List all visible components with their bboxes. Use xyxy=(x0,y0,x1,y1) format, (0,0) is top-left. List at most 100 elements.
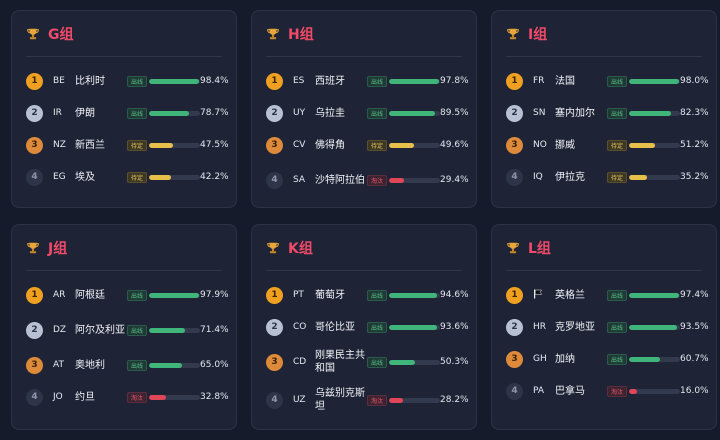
rank-badge: 4 xyxy=(26,388,43,406)
probability-fill xyxy=(629,388,638,394)
probability-percent: 71.4% xyxy=(200,325,229,335)
team-name: 乌拉圭 xyxy=(315,107,345,119)
team-row[interactable]: 3 NZ 新西兰 待定 47.5% xyxy=(26,129,229,161)
team-row[interactable]: 1 BE 比利时 出线 98.4% xyxy=(26,65,229,97)
team-code: NZ xyxy=(53,140,66,150)
team-row[interactable]: 1 英格兰 出线 97.4% xyxy=(506,279,709,311)
probability-percent: 97.9% xyxy=(200,290,229,300)
team-row[interactable]: 1 PT 葡萄牙 出线 94.6% xyxy=(266,279,469,311)
group-title: K组 xyxy=(288,240,313,257)
trophy-icon xyxy=(267,242,279,253)
team-code: BE xyxy=(53,76,65,86)
status-badge: 出线 xyxy=(607,353,627,365)
status-badge: 出线 xyxy=(367,356,387,368)
probability-bar xyxy=(629,356,680,362)
probability-fill xyxy=(389,292,438,298)
team-row[interactable]: 2 IR 伊朗 出线 78.7% xyxy=(26,97,229,129)
team-row[interactable]: 3 GH 加纳 出线 60.7% xyxy=(506,343,709,375)
team-row[interactable]: 3 AT 奥地利 出线 65.0% xyxy=(26,349,229,381)
status-badge: 出线 xyxy=(367,289,387,301)
status-badge: 淘汰 xyxy=(607,385,627,397)
team-code: HR xyxy=(533,322,547,332)
team-code: EG xyxy=(53,172,66,182)
probability-percent: 93.5% xyxy=(680,322,709,332)
team-row[interactable]: 4 SA 沙特阿拉伯 淘汰 29.4% xyxy=(266,161,469,199)
probability-fill xyxy=(389,177,404,183)
rank-badge: 1 xyxy=(506,72,523,90)
probability-bar xyxy=(389,359,440,365)
team-row[interactable]: 4 UZ 乌兹别克斯坦 淘汰 28.2% xyxy=(266,381,469,419)
status-badge: 出线 xyxy=(607,321,627,333)
status-badge: 出线 xyxy=(127,359,147,371)
team-code: SN xyxy=(533,108,546,118)
probability-fill xyxy=(149,362,183,368)
probability-fill xyxy=(629,110,671,116)
team-name: 乌兹别克斯坦 xyxy=(315,388,365,412)
group-card-i: I组 1 FR 法国 出线 98.0% 2 SN 塞内加尔 出线 82.3% 3 NO 挪威 待定 51.2%… xyxy=(491,10,717,208)
rank-badge: 4 xyxy=(506,168,523,186)
probability-fill xyxy=(149,394,166,400)
team-row[interactable]: 3 CD 刚果民主共和国 出线 50.3% xyxy=(266,343,469,381)
probability-bar xyxy=(389,142,440,148)
probability-bar xyxy=(149,174,200,180)
team-row[interactable]: 2 HR 克罗地亚 出线 93.5% xyxy=(506,311,709,343)
group-header: J组 xyxy=(26,225,222,271)
team-row[interactable]: 4 IQ 伊拉克 待定 35.2% xyxy=(506,161,709,193)
probability-percent: 93.6% xyxy=(440,322,469,332)
group-header: L组 xyxy=(506,225,702,271)
team-name: 克罗地亚 xyxy=(555,321,595,333)
probability-bar xyxy=(629,174,680,180)
status-badge: 出线 xyxy=(607,289,627,301)
team-row[interactable]: 4 EG 埃及 待定 42.2% xyxy=(26,161,229,193)
team-name: 阿根廷 xyxy=(75,289,105,301)
probability-fill xyxy=(629,78,679,84)
probability-bar xyxy=(629,292,680,298)
team-row[interactable]: 1 AR 阿根廷 出线 97.9% xyxy=(26,279,229,311)
group-header: K组 xyxy=(266,225,462,271)
probability-percent: 98.4% xyxy=(200,76,229,86)
probability-percent: 51.2% xyxy=(680,140,709,150)
code-slot xyxy=(533,289,555,302)
team-code: JO xyxy=(53,392,63,402)
group-title: H组 xyxy=(288,26,314,43)
rank-badge: 4 xyxy=(506,382,523,400)
rank-badge: 3 xyxy=(266,136,283,154)
probability-bar xyxy=(389,78,440,84)
black-flag-icon xyxy=(534,289,543,298)
team-name: 刚果民主共和国 xyxy=(315,350,365,374)
status-badge: 出线 xyxy=(127,324,147,336)
probability-percent: 32.8% xyxy=(200,392,229,402)
trophy-icon xyxy=(267,28,279,39)
team-row[interactable]: 3 NO 挪威 待定 51.2% xyxy=(506,129,709,161)
team-row[interactable]: 4 PA 巴拿马 淘汰 16.0% xyxy=(506,375,709,407)
team-name: 英格兰 xyxy=(555,289,585,301)
team-row[interactable]: 4 JO 约旦 淘汰 32.8% xyxy=(26,381,229,413)
group-header: G组 xyxy=(26,11,222,57)
group-card-j: J组 1 AR 阿根廷 出线 97.9% 2 DZ 阿尔及利亚 出线 71.4% 3 AT 奥地利 出线 65… xyxy=(11,224,237,430)
team-row[interactable]: 3 CV 佛得角 待定 49.6% xyxy=(266,129,469,161)
team-code: IR xyxy=(53,108,62,118)
group-card-k: K组 1 PT 葡萄牙 出线 94.6% 2 CO 哥伦比亚 出线 93.6% 3 CD 刚果民主共和国出… xyxy=(251,224,477,430)
team-name: 新西兰 xyxy=(75,139,105,151)
group-card-g: G组 1 BE 比利时 出线 98.4% 2 IR 伊朗 出线 78.7% 3 NZ 新西兰 待定 47.5%… xyxy=(11,10,237,208)
team-name: 比利时 xyxy=(75,75,105,87)
probability-bar xyxy=(389,397,440,403)
rank-badge: 1 xyxy=(506,286,523,304)
status-badge: 出线 xyxy=(367,75,387,87)
probability-percent: 82.3% xyxy=(680,108,709,118)
rank-badge: 2 xyxy=(506,104,523,122)
probability-percent: 42.2% xyxy=(200,172,229,182)
probability-percent: 60.7% xyxy=(680,354,709,364)
team-row[interactable]: 2 UY 乌拉圭 出线 89.5% xyxy=(266,97,469,129)
team-name: 阿尔及利亚 xyxy=(75,324,125,336)
team-row[interactable]: 1 ES 西班牙 出线 97.8% xyxy=(266,65,469,97)
rank-badge: 4 xyxy=(266,171,283,189)
rank-badge: 3 xyxy=(26,356,43,374)
team-row[interactable]: 1 FR 法国 出线 98.0% xyxy=(506,65,709,97)
team-row[interactable]: 2 DZ 阿尔及利亚 出线 71.4% xyxy=(26,311,229,349)
team-row[interactable]: 2 SN 塞内加尔 出线 82.3% xyxy=(506,97,709,129)
probability-bar xyxy=(389,324,440,330)
team-row[interactable]: 2 CO 哥伦比亚 出线 93.6% xyxy=(266,311,469,343)
status-badge: 待定 xyxy=(127,171,147,183)
team-name: 挪威 xyxy=(555,139,575,151)
